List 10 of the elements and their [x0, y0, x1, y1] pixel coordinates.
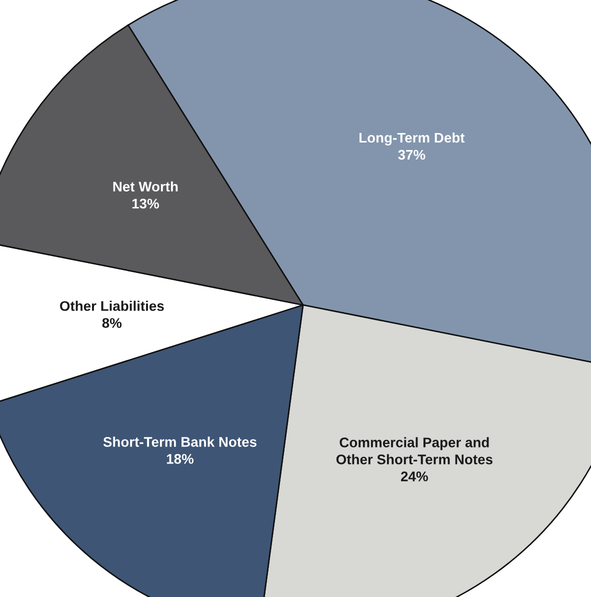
- slice-label: Long-Term Debt: [360, 132, 465, 146]
- data-label: 24%: [401, 471, 428, 482]
- data-label: 37%: [398, 150, 426, 160]
- data-label: 8%: [102, 318, 122, 328]
- slice-label: Short-Term Bank Notes: [103, 436, 256, 447]
- slice-label: Other Liabilities: [60, 300, 164, 311]
- data-label: 18%: [166, 454, 194, 464]
- slice-label: Net Worth: [113, 181, 178, 192]
- data-label: 13%: [132, 198, 159, 209]
- slice-label: Commercial Paper and Other Short-Term Notes: [336, 437, 492, 464]
